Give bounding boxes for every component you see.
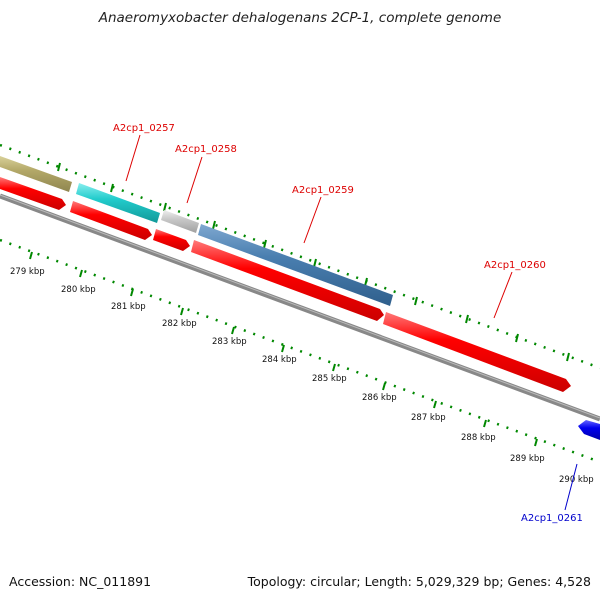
kbp-tick-label: 282 kbp xyxy=(162,319,197,329)
genome-summary: Topology: circular; Length: 5,029,329 bp… xyxy=(247,574,591,589)
gene-label-A2cp1_0261[interactable]: A2cp1_0261 xyxy=(521,513,583,524)
gene-feature-A2cp1_0258[interactable] xyxy=(161,210,199,233)
cds-feature-5[interactable] xyxy=(383,312,571,392)
gene-label-A2cp1_0259[interactable]: A2cp1_0259 xyxy=(292,185,354,196)
kbp-tick-label: 287 kbp xyxy=(411,413,446,423)
gene-label-leaders xyxy=(125,134,578,511)
inner-tick-track xyxy=(0,238,600,464)
cds-feature-3[interactable] xyxy=(153,229,190,251)
kbp-tick-label: 281 kbp xyxy=(111,302,146,312)
cds-feature-1[interactable] xyxy=(0,177,66,210)
gene-feature-olive[interactable] xyxy=(0,156,72,192)
map-title: Anaeromyxobacter dehalogenans 2CP-1, com… xyxy=(98,10,502,26)
gene-label-A2cp1_0260[interactable]: A2cp1_0260 xyxy=(484,260,546,271)
accession-label: Accession: NC_011891 xyxy=(9,574,152,589)
kbp-tick-label: 288 kbp xyxy=(461,433,496,443)
kbp-tick-label: 286 kbp xyxy=(362,393,397,403)
kbp-tick-label: 285 kbp xyxy=(312,374,347,384)
outer-tick-track xyxy=(0,143,600,370)
gene-label-A2cp1_0258[interactable]: A2cp1_0258 xyxy=(175,144,237,155)
kbp-tick-label: 289 kbp xyxy=(510,454,545,464)
genome-backbone xyxy=(0,193,600,422)
gene-feature-A2cp1_0257[interactable] xyxy=(76,183,160,223)
kbp-tick-label: 279 kbp xyxy=(10,267,45,277)
kbp-tick-label: 280 kbp xyxy=(61,285,96,295)
outer-major-ticks xyxy=(57,162,570,362)
gene-feature-A2cp1_0259[interactable] xyxy=(198,224,393,306)
gene-feature-A2cp1_0261[interactable] xyxy=(578,420,600,440)
gene-label-A2cp1_0257[interactable]: A2cp1_0257 xyxy=(113,123,175,134)
kbp-tick-label: 283 kbp xyxy=(212,337,247,347)
cds-feature-4[interactable] xyxy=(191,240,384,321)
cds-feature-2[interactable] xyxy=(70,201,152,240)
kbp-tick-label: 284 kbp xyxy=(262,355,297,365)
inner-major-ticks xyxy=(29,251,538,447)
kbp-tick-label: 290 kbp xyxy=(559,475,594,485)
